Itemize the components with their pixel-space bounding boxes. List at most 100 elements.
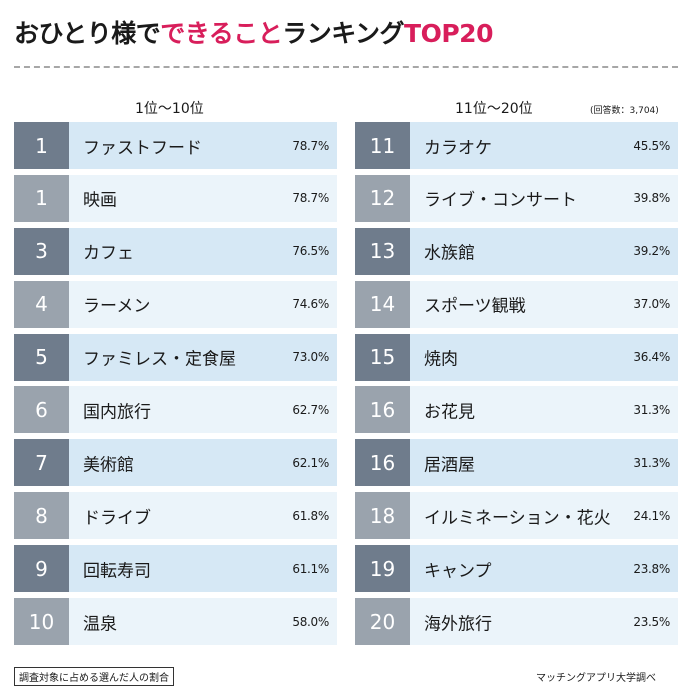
ranking-label-cell: ラーメン 74.6% [69, 280, 337, 328]
ranking-row: 19 キャンプ 23.8% [355, 545, 678, 593]
activity-percent: 23.5% [633, 614, 670, 629]
ranking-row: 11 カラオケ 45.5% [355, 122, 678, 169]
activity-name: 居酒屋 [424, 455, 475, 476]
activity-name: カラオケ [424, 138, 492, 158]
ranking-label-cell: 国内旅行 62.7% [69, 386, 337, 434]
rank-number: 10 [14, 598, 69, 646]
ranking-label-cell: イルミネーション・花火 24.1% [410, 492, 678, 540]
activity-percent: 61.1% [292, 561, 329, 576]
activity-percent: 73.0% [292, 350, 329, 365]
ranking-label-cell: ファストフード 78.7% [69, 122, 337, 169]
title-accent: できること [160, 19, 283, 48]
ranking-row: 12 ライブ・コンサート 39.8% [355, 174, 678, 222]
rank-number: 4 [14, 280, 69, 328]
ranking-row: 20 海外旅行 23.5% [355, 598, 678, 646]
ranking-table-left: 1 ファストフード 78.7% 1 映画 78.7% 3 カフェ 76.5% 4 ラーメン 74.6%… [14, 122, 337, 651]
rank-number: 13 [355, 227, 410, 275]
footnote: 調査対象に占める選んだ人の割合 [14, 667, 174, 686]
ranking-row: 18 イルミネーション・花火 24.1% [355, 492, 678, 540]
rank-number: 16 [355, 386, 410, 434]
ranking-label-cell: 焼肉 36.4% [410, 333, 678, 381]
activity-percent: 78.7% [292, 138, 329, 153]
right-column-header: 11位〜20位 [455, 101, 533, 117]
activity-percent: 76.5% [292, 244, 329, 259]
ranking-label-cell: カラオケ 45.5% [410, 122, 678, 169]
activity-name: 美術館 [83, 455, 134, 476]
activity-name: キャンプ [424, 561, 492, 582]
ranking-label-cell: ファミレス・定食屋 73.0% [69, 333, 337, 381]
rank-number: 5 [14, 333, 69, 381]
activity-name: 国内旅行 [83, 402, 151, 423]
ranking-row: 16 居酒屋 31.3% [355, 439, 678, 487]
activity-name: ライブ・コンサート [424, 190, 577, 211]
ranking-row: 16 お花見 31.3% [355, 386, 678, 434]
activity-name: カフェ [83, 243, 134, 264]
activity-name: ファミレス・定食屋 [83, 349, 236, 370]
ranking-row: 3 カフェ 76.5% [14, 227, 337, 275]
activity-name: イルミネーション・花火 [424, 508, 611, 529]
ranking-row: 6 国内旅行 62.7% [14, 386, 337, 434]
rank-number: 1 [14, 122, 69, 169]
rank-number: 18 [355, 492, 410, 540]
activity-name: スポーツ観戦 [424, 296, 526, 317]
activity-name: ドライブ [83, 508, 151, 529]
ranking-label-cell: 海外旅行 23.5% [410, 598, 678, 646]
ranking-row: 9 回転寿司 61.1% [14, 545, 337, 593]
source-credit: マッチングアプリ大学調べ [536, 673, 656, 684]
activity-percent: 61.8% [292, 508, 329, 523]
dashed-divider [14, 66, 678, 68]
title-part1: おひとり様で [14, 19, 161, 48]
ranking-row: 15 焼肉 36.4% [355, 333, 678, 381]
title-accent2: TOP20 [404, 19, 493, 48]
activity-name: お花見 [424, 402, 475, 423]
ranking-row: 14 スポーツ観戦 37.0% [355, 280, 678, 328]
rank-number: 9 [14, 545, 69, 593]
ranking-row: 4 ラーメン 74.6% [14, 280, 337, 328]
activity-name: 温泉 [83, 614, 117, 635]
activity-percent: 24.1% [633, 508, 670, 523]
ranking-row: 1 ファストフード 78.7% [14, 122, 337, 169]
rank-number: 6 [14, 386, 69, 434]
ranking-row: 5 ファミレス・定食屋 73.0% [14, 333, 337, 381]
activity-percent: 39.2% [633, 244, 670, 259]
ranking-label-cell: 温泉 58.0% [69, 598, 337, 646]
rank-number: 12 [355, 174, 410, 222]
ranking-label-cell: ライブ・コンサート 39.8% [410, 174, 678, 222]
activity-name: 水族館 [424, 243, 475, 264]
title-part2: ランキング [282, 19, 405, 48]
rank-number: 11 [355, 122, 410, 169]
ranking-label-cell: 美術館 62.1% [69, 439, 337, 487]
ranking-label-cell: キャンプ 23.8% [410, 545, 678, 593]
activity-percent: 78.7% [292, 191, 329, 206]
ranking-label-cell: カフェ 76.5% [69, 227, 337, 275]
activity-percent: 74.6% [292, 297, 329, 312]
activity-name: ラーメン [83, 296, 151, 317]
ranking-label-cell: お花見 31.3% [410, 386, 678, 434]
rank-number: 7 [14, 439, 69, 487]
activity-percent: 62.1% [292, 455, 329, 470]
activity-percent: 23.8% [633, 561, 670, 576]
activity-name: 映画 [83, 190, 117, 211]
activity-percent: 58.0% [292, 614, 329, 629]
rank-number: 15 [355, 333, 410, 381]
rank-number: 3 [14, 227, 69, 275]
activity-name: 焼肉 [424, 349, 458, 370]
ranking-row: 1 映画 78.7% [14, 174, 337, 222]
activity-percent: 37.0% [633, 297, 670, 312]
left-column-header: 1位〜10位 [135, 101, 204, 117]
activity-percent: 31.3% [633, 402, 670, 417]
ranking-table-right: 11 カラオケ 45.5% 12 ライブ・コンサート 39.8% 13 水族館 39.2% 14 ス… [355, 122, 678, 651]
ranking-row: 8 ドライブ 61.8% [14, 492, 337, 540]
activity-name: ファストフード [83, 138, 202, 158]
ranking-row: 10 温泉 58.0% [14, 598, 337, 646]
ranking-label-cell: 回転寿司 61.1% [69, 545, 337, 593]
activity-percent: 39.8% [633, 191, 670, 206]
activity-percent: 36.4% [633, 350, 670, 365]
rank-number: 20 [355, 598, 410, 646]
page-title: おひとり様でできることランキングTOP20 [14, 14, 493, 50]
activity-name: 回転寿司 [83, 561, 151, 582]
ranking-row: 7 美術館 62.1% [14, 439, 337, 487]
rank-number: 8 [14, 492, 69, 540]
activity-percent: 62.7% [292, 402, 329, 417]
activity-percent: 31.3% [633, 455, 670, 470]
